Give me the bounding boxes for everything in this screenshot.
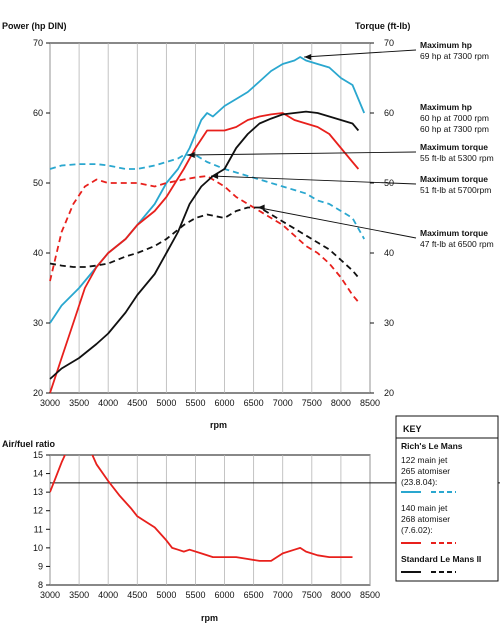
top-right-tick-label: 30	[384, 318, 394, 328]
annotation-line: 51 ft-lb at 5700rpm	[420, 185, 491, 195]
annotation-line: 60 hp at 7000 rpm	[420, 113, 489, 123]
key-group2-line3: (7.6.02):	[401, 525, 433, 535]
annotation-line: 55 ft-lb at 5300 rpm	[420, 153, 494, 163]
top-series-line	[49, 175, 360, 303]
bottom-y-tick-label: 15	[33, 450, 43, 460]
top-x-tick-label: 7500	[302, 398, 322, 408]
bottom-plot-frame	[49, 454, 371, 586]
afr-axis-title: Air/fuel ratio	[2, 439, 56, 449]
top-x-axis-title: rpm	[210, 420, 227, 430]
key-group1-line2: 265 atomiser	[401, 466, 450, 476]
bottom-x-axis-title: rpm	[201, 613, 218, 623]
top-series-line	[49, 110, 360, 380]
annotation-title: Maximum torque	[420, 228, 488, 238]
top-x-tick-label: 4000	[98, 398, 118, 408]
top-series-line	[49, 154, 365, 240]
key-group1-title: Rich's Le Mans	[401, 441, 463, 451]
power-axis-title: Power (hp DIN)	[2, 21, 67, 31]
key-group2-line1: 140 main jet	[401, 503, 448, 513]
top-series-line	[49, 112, 360, 394]
annotation-title: Maximum torque	[420, 174, 488, 184]
top-right-tick-label: 60	[384, 108, 394, 118]
bottom-x-tick-label: 3000	[40, 590, 60, 600]
bottom-y-tick-label: 10	[33, 543, 43, 553]
key-group2-line2: 268 atomiser	[401, 514, 450, 524]
annotation-arrowhead	[211, 173, 219, 179]
top-left-tick-label: 40	[33, 248, 43, 258]
bottom-y-tick-label: 9	[38, 561, 43, 571]
bottom-x-tick-label: 6500	[244, 590, 264, 600]
bottom-y-tick-label: 14	[33, 469, 43, 479]
top-x-tick-label: 6000	[215, 398, 235, 408]
afr-series-line	[50, 455, 353, 562]
bottom-x-tick-label: 5500	[185, 590, 205, 600]
annotation-leader	[257, 207, 417, 239]
top-right-tick-label: 70	[384, 38, 394, 48]
top-x-tick-label: 6500	[244, 398, 264, 408]
top-left-tick-label: 70	[33, 38, 43, 48]
top-left-tick-label: 50	[33, 178, 43, 188]
key-group1-line1: 122 main jet	[401, 455, 448, 465]
top-x-tick-label: 3000	[40, 398, 60, 408]
bottom-x-tick-label: 8000	[331, 590, 351, 600]
top-x-tick-label: 4500	[127, 398, 147, 408]
annotation-title: Maximum hp	[420, 102, 472, 112]
bottom-y-tick-label: 8	[38, 580, 43, 590]
top-x-tick-label: 5500	[185, 398, 205, 408]
annotation-leader	[304, 49, 417, 58]
bottom-y-tick-label: 12	[33, 506, 43, 516]
top-x-tick-label: 7000	[273, 398, 293, 408]
top-left-tick-label: 30	[33, 318, 43, 328]
annotation-leader	[187, 151, 417, 156]
bottom-y-tick-label: 13	[33, 487, 43, 497]
annotation-line: 60 hp at 7300 rpm	[420, 124, 489, 134]
top-x-tick-label: 8000	[331, 398, 351, 408]
bottom-x-tick-label: 4000	[98, 590, 118, 600]
bottom-x-tick-label: 3500	[69, 590, 89, 600]
legend-key: KEY Rich's Le Mans 122 main jet 265 atom…	[395, 415, 499, 582]
annotation-arrowhead	[257, 204, 265, 211]
annotation-title: Maximum torque	[420, 142, 488, 152]
top-x-tick-label: 8500	[360, 398, 380, 408]
key-box	[395, 415, 499, 582]
bottom-x-tick-label: 8500	[360, 590, 380, 600]
top-left-tick-label: 20	[33, 388, 43, 398]
top-plot-frame	[49, 42, 371, 394]
bottom-x-tick-label: 7500	[302, 590, 322, 600]
annotation-arrowhead	[187, 152, 195, 158]
top-x-tick-label: 3500	[69, 398, 89, 408]
torque-axis-title: Torque (ft-lb)	[355, 21, 410, 31]
annotation-line: 47 ft-lb at 6500 rpm	[420, 239, 494, 249]
bottom-x-tick-label: 4500	[127, 590, 147, 600]
annotation-title: Maximum hp	[420, 40, 472, 50]
key-group3-title: Standard Le Mans II	[401, 554, 481, 564]
top-x-tick-label: 5000	[156, 398, 176, 408]
bottom-y-tick-label: 11	[34, 524, 43, 534]
top-right-tick-label: 20	[384, 388, 394, 398]
annotation-arrowhead	[304, 54, 312, 60]
top-right-tick-label: 40	[384, 248, 394, 258]
annotation-line: 69 hp at 7300 rpm	[420, 51, 489, 61]
key-title: KEY	[403, 424, 422, 434]
top-series-line	[49, 206, 360, 279]
key-group1-line3: (23.8.04):	[401, 477, 437, 487]
bottom-x-tick-label: 5000	[156, 590, 176, 600]
bottom-x-tick-label: 7000	[273, 590, 293, 600]
top-series-line	[49, 56, 366, 324]
top-left-tick-label: 60	[33, 108, 43, 118]
bottom-x-tick-label: 6000	[215, 590, 235, 600]
annotation-leader	[211, 175, 417, 185]
